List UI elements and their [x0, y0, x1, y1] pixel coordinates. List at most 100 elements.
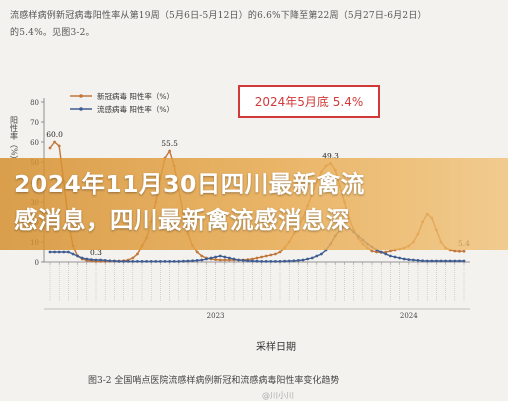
series-2-point: [218, 254, 222, 258]
series-1-point: [53, 140, 56, 144]
series-1-point: [214, 258, 218, 261]
headline-line-2: 感消息，四川最新禽流感消息深: [14, 206, 350, 234]
series-2-point: [90, 258, 93, 261]
series-2-point: [416, 259, 420, 262]
series-1-point: [195, 250, 199, 254]
series-1-point: [453, 249, 457, 253]
series-2-point: [384, 252, 388, 256]
y-tick-label: 60: [30, 139, 39, 147]
series-1-point: [384, 250, 388, 254]
data-label: 55.5: [161, 139, 178, 148]
series-1-point: [255, 256, 259, 260]
series-2-point: [172, 260, 176, 263]
series-2-point: [113, 259, 116, 263]
series-2-point: [425, 259, 429, 263]
series-2-point: [264, 260, 268, 263]
series-2-point: [435, 259, 438, 263]
series-2-point: [251, 259, 254, 263]
series-2-point: [228, 256, 231, 260]
series-1-point: [375, 250, 378, 254]
series-2-point: [71, 252, 75, 256]
series-2-point: [292, 259, 296, 263]
series-2-point: [76, 254, 79, 258]
series-2-point: [177, 260, 181, 263]
series-1-point: [269, 253, 273, 257]
series-2-point: [287, 259, 291, 263]
series-2-point: [145, 260, 149, 263]
series-1-point: [48, 146, 52, 150]
series-2-point: [255, 259, 259, 263]
series-1-point: [458, 249, 461, 253]
data-label: 60.0: [46, 130, 63, 139]
series-2-point: [297, 259, 300, 262]
series-2-point: [186, 259, 190, 263]
series-1-point: [228, 258, 231, 262]
series-2-point: [163, 260, 167, 263]
series-2-point: [241, 259, 245, 262]
series-1-point: [218, 258, 222, 262]
series-2-point: [117, 260, 121, 263]
series-2-point: [402, 257, 406, 261]
series-2-point: [310, 256, 314, 260]
legend-marker-1: [79, 94, 83, 98]
series-2-point: [200, 258, 204, 262]
series-2-point: [159, 260, 162, 263]
series-2-point: [237, 258, 241, 262]
series-2-point: [182, 259, 185, 263]
series-2-point: [283, 259, 286, 263]
series-2-point: [439, 259, 443, 263]
series-2-point: [122, 260, 125, 263]
series-2-point: [168, 260, 172, 263]
series-2-point: [62, 250, 66, 254]
series-2-point: [412, 258, 415, 262]
series-2-point: [131, 260, 135, 263]
series-2-point: [448, 259, 452, 263]
headline-text[interactable]: 2024年11月30日四川最新禽流 感消息，四川最新禽流感消息深: [14, 166, 500, 238]
series-2-point: [140, 260, 144, 263]
series-1-point: [462, 249, 466, 253]
callout-box: 2024年5月底 5.4%: [238, 85, 380, 118]
series-2-point: [223, 255, 227, 259]
series-1-point: [274, 252, 277, 256]
figure-caption: 图3-2 全国哨点医院流感样病例新冠和流感病毒阳性率变化趋势: [88, 376, 340, 386]
series-2-point: [389, 254, 392, 258]
series-2-point: [209, 256, 213, 260]
series-1-point: [223, 258, 227, 262]
article-paragraph: 流感样病例新冠病毒阳性率从第19周（5月6日-5月12日）的6.6%下降至第22…: [10, 8, 498, 42]
series-2-point: [462, 259, 466, 263]
series-2-point: [214, 255, 218, 259]
y-tick-label: 80: [30, 99, 39, 107]
series-2-point: [320, 252, 323, 256]
series-2-point: [53, 250, 56, 254]
series-2-point: [421, 259, 424, 263]
series-2-point: [301, 258, 305, 262]
series-2-point: [430, 259, 434, 263]
series-1-point: [168, 149, 172, 153]
series-2-point: [80, 256, 84, 260]
series-2-point: [149, 260, 153, 263]
series-2-point: [398, 256, 401, 260]
series-2-point: [379, 250, 383, 254]
y-tick-label: 0: [35, 259, 39, 267]
series-2-point: [260, 260, 263, 263]
data-label: 0.3: [90, 248, 102, 257]
series-2-point: [108, 259, 112, 263]
series-2-point: [136, 260, 139, 263]
series-2-point: [85, 257, 89, 261]
x-axis-title: 采样日期: [256, 342, 296, 353]
series-2-point: [126, 260, 130, 263]
legend-label-1: 新冠病毒 阳性率（%）: [97, 91, 174, 101]
series-2-point: [407, 258, 411, 261]
series-2-point: [154, 260, 158, 263]
series-2-point: [94, 258, 98, 262]
series-2-point: [99, 258, 102, 262]
series-2-point: [274, 260, 277, 263]
series-1-point: [251, 257, 254, 261]
series-2-point: [246, 259, 250, 263]
legend-label-2: 流感病毒 阳性率（%）: [97, 104, 174, 114]
series-2-point: [67, 250, 70, 254]
series-2-point: [269, 260, 273, 263]
series-1-point: [131, 256, 135, 260]
legend-marker-2: [79, 107, 83, 111]
